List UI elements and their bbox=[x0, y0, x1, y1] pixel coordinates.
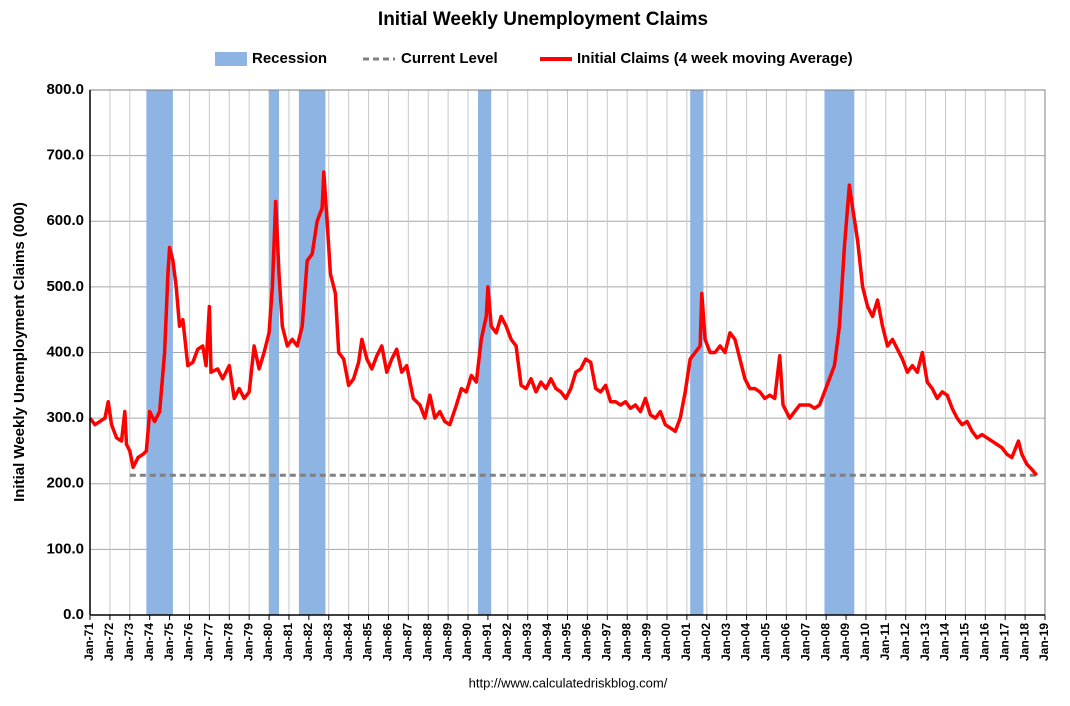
x-tick-label: Jan-86 bbox=[381, 623, 395, 661]
y-axis-label: Initial Weekly Unemployment Claims (000) bbox=[11, 202, 28, 502]
y-tick-label: 400.0 bbox=[46, 343, 84, 360]
x-tick-label: Jan-82 bbox=[301, 623, 315, 661]
x-tick-label: Jan-06 bbox=[779, 623, 793, 661]
chart-title: Initial Weekly Unemployment Claims bbox=[378, 9, 708, 30]
x-tick-label: Jan-74 bbox=[142, 623, 156, 661]
x-tick-label: Jan-79 bbox=[241, 623, 255, 661]
legend-label: Recession bbox=[252, 50, 327, 67]
x-tick-label: Jan-84 bbox=[341, 623, 355, 661]
y-tick-label: 0.0 bbox=[63, 606, 84, 623]
x-tick-label: Jan-95 bbox=[560, 623, 574, 661]
y-tick-label: 200.0 bbox=[46, 475, 84, 492]
y-tick-label: 100.0 bbox=[46, 540, 84, 557]
x-tick-label: Jan-15 bbox=[958, 623, 972, 661]
source: http://www.calculatedriskblog.com/ bbox=[469, 675, 668, 690]
x-tick-label: Jan-73 bbox=[122, 623, 136, 661]
legend-label: Current Level bbox=[401, 50, 498, 67]
x-tick-label: Jan-96 bbox=[580, 623, 594, 661]
x-tick-label: Jan-07 bbox=[798, 623, 812, 661]
y-tick-label: 600.0 bbox=[46, 212, 84, 229]
x-tick-label: Jan-93 bbox=[520, 623, 534, 661]
x-tick-label: Jan-75 bbox=[162, 623, 176, 661]
x-tick-label: Jan-04 bbox=[739, 623, 753, 661]
x-tick-label: Jan-00 bbox=[659, 623, 673, 661]
x-tick-label: Jan-77 bbox=[202, 623, 216, 661]
x-tick-label: Jan-08 bbox=[818, 623, 832, 661]
recession-band bbox=[824, 90, 855, 615]
x-tick-label: Jan-02 bbox=[699, 623, 713, 661]
recession-band bbox=[477, 90, 492, 615]
recession-band bbox=[298, 90, 326, 615]
x-tick-label: Jan-19 bbox=[1037, 623, 1051, 661]
x-tick-label: Jan-10 bbox=[858, 623, 872, 661]
data-line bbox=[88, 170, 1039, 477]
x-tick-label: Jan-72 bbox=[102, 623, 116, 661]
x-tick-label: Jan-05 bbox=[759, 623, 773, 661]
x-tick-label: Jan-76 bbox=[182, 623, 196, 661]
x-tick-label: Jan-89 bbox=[440, 623, 454, 661]
x-tick-label: Jan-17 bbox=[997, 623, 1011, 661]
x-tick-label: Jan-13 bbox=[918, 623, 932, 661]
x-tick-label: Jan-83 bbox=[321, 623, 335, 661]
x-tick-label: Jan-03 bbox=[719, 623, 733, 661]
x-tick-label: Jan-78 bbox=[221, 623, 235, 661]
recession-band bbox=[269, 90, 280, 615]
x-tick-label: Jan-98 bbox=[619, 623, 633, 661]
y-tick-label: 300.0 bbox=[46, 409, 84, 426]
x-tick-label: Jan-12 bbox=[898, 623, 912, 661]
x-tick-label: Jan-88 bbox=[420, 623, 434, 661]
x-tick-label: Jan-81 bbox=[281, 623, 295, 661]
x-tick-label: Jan-85 bbox=[361, 623, 375, 661]
x-tick-label: Jan-90 bbox=[460, 623, 474, 661]
x-tick-label: Jan-99 bbox=[639, 623, 653, 661]
legend-label: Initial Claims (4 week moving Average) bbox=[577, 50, 853, 67]
x-tick-label: Jan-09 bbox=[838, 623, 852, 661]
x-tick-label: Jan-16 bbox=[977, 623, 991, 661]
x-tick-label: Jan-91 bbox=[480, 623, 494, 661]
recession-band bbox=[146, 90, 173, 615]
legend-swatch bbox=[215, 52, 247, 66]
y-tick-label: 800.0 bbox=[46, 81, 84, 98]
y-tick-label: 500.0 bbox=[46, 278, 84, 295]
x-tick-label: Jan-97 bbox=[599, 623, 613, 661]
x-tick-label: Jan-94 bbox=[540, 623, 554, 661]
x-tick-label: Jan-01 bbox=[679, 623, 693, 661]
plot-area: 0.0 100.0 200.0 300.0 400.0 500.0 600.0 700.0 80… bbox=[46, 81, 1051, 661]
x-tick-label: Jan-14 bbox=[938, 623, 952, 661]
x-tick-label: Jan-92 bbox=[500, 623, 514, 661]
x-tick-label: Jan-80 bbox=[261, 623, 275, 661]
x-tick-label: Jan-71 bbox=[82, 623, 96, 661]
x-tick-label: Jan-87 bbox=[401, 623, 415, 661]
x-tick-label: Jan-18 bbox=[1017, 623, 1031, 661]
y-tick-label: 700.0 bbox=[46, 147, 84, 164]
x-tick-label: Jan-11 bbox=[878, 623, 892, 661]
